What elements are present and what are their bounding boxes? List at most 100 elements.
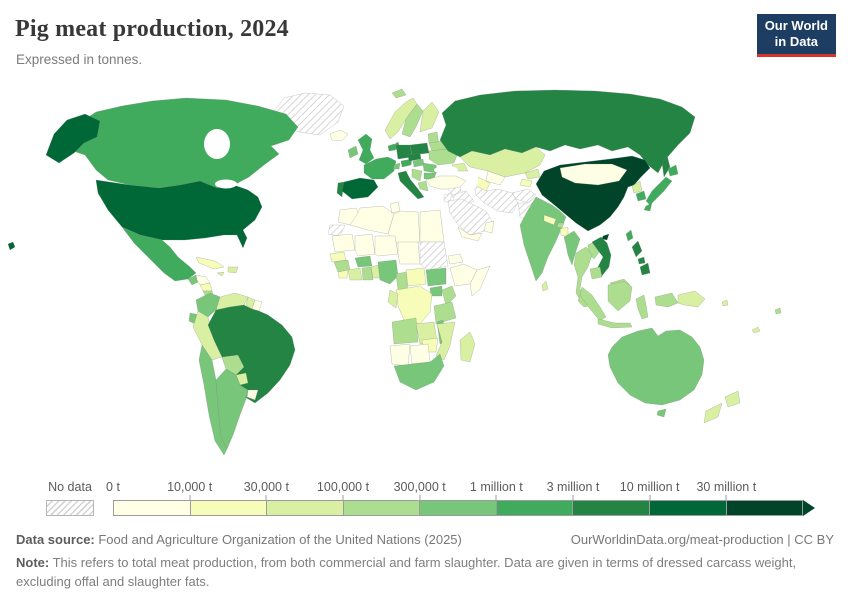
country-nepal[interactable] [543, 214, 557, 226]
country-indonesia-sumatra[interactable] [579, 286, 607, 322]
country-niger[interactable] [374, 235, 399, 257]
country-japan-kyushu[interactable] [643, 202, 653, 212]
country-north-korea[interactable] [631, 180, 643, 194]
country-japan-honshu[interactable] [645, 176, 673, 206]
country-namibia[interactable] [389, 343, 411, 367]
legend-segment[interactable] [114, 501, 191, 515]
country-new-caledonia[interactable] [751, 326, 761, 334]
country-mauritania[interactable] [331, 233, 356, 253]
country-alaska[interactable] [45, 113, 101, 164]
country-fiji[interactable] [774, 307, 782, 315]
country-western-sahara[interactable] [327, 224, 346, 237]
country-indonesia-papua[interactable] [654, 292, 679, 308]
country-mexico[interactable] [121, 226, 197, 282]
country-congo[interactable] [387, 289, 399, 309]
country-taiwan[interactable] [625, 229, 634, 242]
country-japan-hokkaido[interactable] [667, 164, 679, 177]
country-philippines-luzon[interactable] [631, 240, 643, 258]
country-uzbekistan[interactable] [485, 170, 506, 186]
country-turkey[interactable] [425, 175, 467, 190]
country-cambodia[interactable] [589, 266, 603, 280]
country-bolivia[interactable] [221, 354, 245, 376]
country-mongolia[interactable] [559, 163, 628, 186]
country-netherlands[interactable] [387, 143, 396, 152]
country-greece[interactable] [417, 180, 429, 192]
owid-logo[interactable]: Our World in Data [756, 14, 836, 57]
country-oman[interactable] [483, 220, 495, 234]
country-solomon-islands[interactable] [721, 299, 729, 307]
country-balkans[interactable] [411, 168, 423, 182]
country-madagascar[interactable] [459, 331, 476, 363]
country-eritrea[interactable] [447, 253, 464, 265]
owid-url-link[interactable]: OurWorldinData.org/meat-production | CC … [570, 532, 834, 547]
country-sakhalin[interactable] [661, 154, 671, 178]
country-south-africa[interactable] [393, 353, 445, 391]
country-tasmania[interactable] [656, 408, 667, 418]
legend-segment[interactable] [649, 501, 727, 515]
legend-segment[interactable] [343, 501, 421, 515]
country-ireland[interactable] [347, 145, 359, 159]
country-switzerland[interactable] [392, 162, 401, 170]
country-peru[interactable] [192, 310, 223, 361]
country-philippines-mindanao[interactable] [639, 262, 651, 276]
country-hawaii[interactable] [7, 241, 16, 251]
country-papua-new-guinea[interactable] [677, 290, 706, 308]
country-botswana[interactable] [409, 343, 431, 365]
country-hainan[interactable] [601, 233, 610, 241]
country-indonesia-kalimantan[interactable] [607, 280, 633, 312]
country-south-korea[interactable] [635, 190, 647, 202]
country-finland[interactable] [419, 101, 440, 133]
country-yemen[interactable] [457, 226, 483, 242]
country-jamaica[interactable] [216, 271, 225, 277]
country-dominican-republic[interactable] [227, 266, 239, 274]
legend-segment[interactable] [420, 501, 497, 515]
country-cuba[interactable] [195, 256, 225, 270]
country-sudan[interactable] [419, 241, 449, 271]
country-sri-lanka[interactable] [541, 280, 549, 292]
country-ghana[interactable] [361, 266, 374, 281]
country-italy[interactable] [397, 170, 425, 200]
country-spain[interactable] [341, 177, 379, 200]
country-new-zealand-south[interactable] [703, 402, 723, 424]
country-myanmar[interactable] [563, 230, 581, 266]
country-central-african-republic[interactable] [405, 267, 427, 287]
country-canada[interactable] [59, 97, 299, 189]
country-senegal[interactable] [329, 251, 347, 263]
country-iran[interactable] [473, 184, 519, 214]
country-argentina[interactable] [215, 368, 249, 450]
legend-segment[interactable] [496, 501, 574, 515]
country-united-kingdom[interactable] [357, 133, 375, 165]
country-uruguay[interactable] [246, 389, 259, 401]
legend-segment[interactable] [726, 501, 803, 515]
country-tunisia[interactable] [389, 201, 401, 214]
country-mozambique[interactable] [435, 321, 456, 361]
country-kenya[interactable] [441, 285, 457, 307]
country-iceland[interactable] [329, 129, 349, 142]
country-chad[interactable] [397, 241, 421, 265]
country-ivory-coast[interactable] [347, 267, 363, 281]
country-somalia[interactable] [469, 265, 491, 297]
country-bhutan[interactable] [556, 222, 565, 229]
country-tanzania[interactable] [433, 301, 457, 325]
country-kyrgyzstan[interactable] [524, 168, 541, 180]
country-afghanistan[interactable] [511, 188, 537, 204]
country-svalbard[interactable] [391, 88, 407, 99]
legend-segment[interactable] [190, 501, 268, 515]
country-algeria[interactable] [349, 205, 395, 235]
legend-segment[interactable] [573, 501, 650, 515]
country-indonesia-sulawesi[interactable] [635, 294, 649, 320]
country-portugal[interactable] [336, 181, 345, 198]
country-angola[interactable] [391, 317, 419, 345]
country-mali[interactable] [354, 233, 376, 257]
country-sierra-leone[interactable] [337, 269, 349, 279]
country-france[interactable] [363, 156, 397, 180]
country-new-zealand-north[interactable] [724, 390, 741, 408]
country-nigeria[interactable] [377, 259, 399, 285]
country-philippines-visayas[interactable] [637, 256, 646, 265]
country-united-states[interactable] [95, 179, 263, 249]
country-tajikistan[interactable] [519, 178, 533, 188]
country-czechia[interactable] [407, 152, 422, 162]
legend-segment[interactable] [267, 501, 344, 515]
country-egypt[interactable] [419, 209, 445, 243]
country-australia[interactable] [607, 327, 705, 406]
